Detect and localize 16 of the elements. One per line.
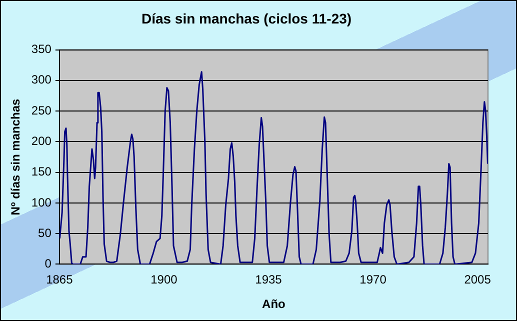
y-axis-title: Nº días sin manchas	[8, 98, 23, 216]
y-tick-label: 100	[31, 195, 52, 210]
y-tick-label: 300	[31, 72, 52, 87]
y-tick-label: 350	[31, 42, 52, 56]
y-tick-label: 50	[38, 226, 52, 240]
y-tick-label: 0	[44, 256, 52, 271]
y-tick-label: 250	[31, 103, 52, 118]
x-tick-label: 2005	[464, 272, 492, 287]
x-tick-label: 1935	[255, 272, 282, 287]
x-tick-label: 1900	[150, 272, 178, 287]
chart-title: Días sin manchas (ciclos 11-23)	[141, 10, 352, 26]
x-tick-label: 1865	[46, 272, 74, 287]
y-tick-label: 200	[31, 134, 52, 148]
y-tick-label: 150	[31, 164, 52, 179]
x-axis-title: Año	[262, 297, 286, 312]
x-tick-label: 1970	[360, 272, 387, 287]
